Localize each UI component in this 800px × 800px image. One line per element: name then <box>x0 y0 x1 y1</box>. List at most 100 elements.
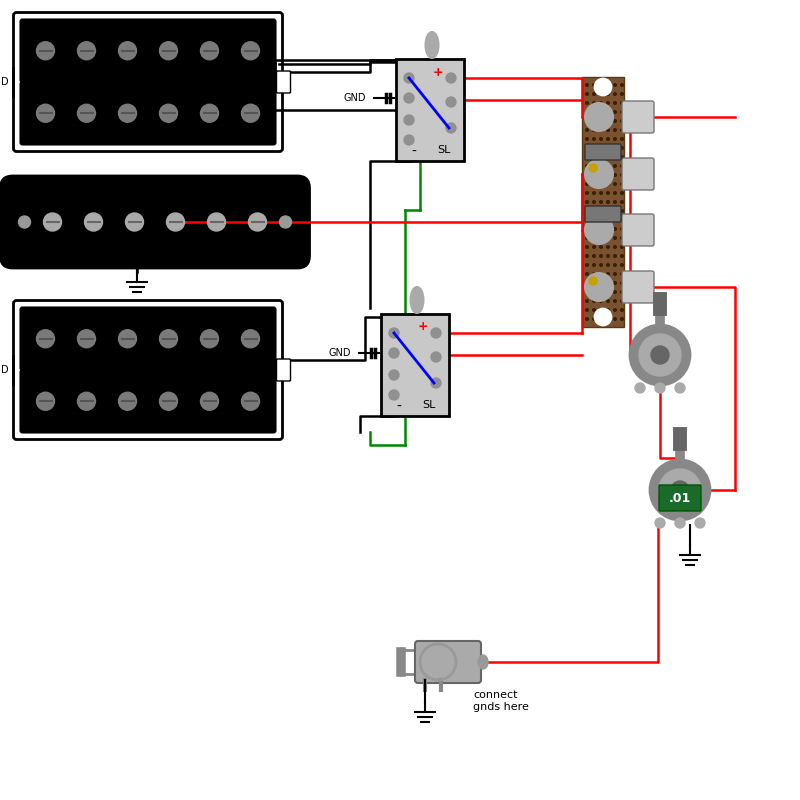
Circle shape <box>159 392 178 410</box>
Circle shape <box>586 120 588 122</box>
Circle shape <box>606 156 610 158</box>
Circle shape <box>159 42 178 60</box>
Circle shape <box>586 156 588 158</box>
Circle shape <box>639 334 681 376</box>
Circle shape <box>593 110 595 114</box>
Circle shape <box>655 518 665 528</box>
FancyBboxPatch shape <box>21 370 275 433</box>
Circle shape <box>159 330 178 348</box>
Circle shape <box>600 318 602 320</box>
Circle shape <box>600 300 602 302</box>
Circle shape <box>600 254 602 258</box>
Ellipse shape <box>478 655 488 669</box>
Circle shape <box>614 110 616 114</box>
Circle shape <box>614 218 616 222</box>
FancyBboxPatch shape <box>582 77 624 327</box>
Circle shape <box>126 213 143 231</box>
Circle shape <box>593 282 595 284</box>
Circle shape <box>595 309 611 325</box>
FancyBboxPatch shape <box>585 206 621 222</box>
Circle shape <box>446 123 456 133</box>
Circle shape <box>159 104 178 122</box>
Circle shape <box>621 192 623 194</box>
Circle shape <box>621 273 623 275</box>
Circle shape <box>675 518 685 528</box>
Circle shape <box>606 246 610 248</box>
Circle shape <box>589 277 597 285</box>
Circle shape <box>621 290 623 294</box>
Circle shape <box>593 237 595 239</box>
Circle shape <box>37 104 54 122</box>
Circle shape <box>600 84 602 86</box>
Circle shape <box>614 165 616 167</box>
Circle shape <box>586 237 588 239</box>
Circle shape <box>593 246 595 248</box>
FancyBboxPatch shape <box>277 359 290 381</box>
FancyBboxPatch shape <box>396 59 464 161</box>
Ellipse shape <box>426 32 438 58</box>
Circle shape <box>621 84 623 86</box>
Circle shape <box>621 165 623 167</box>
Circle shape <box>593 120 595 122</box>
Circle shape <box>606 318 610 320</box>
Circle shape <box>78 330 95 348</box>
Circle shape <box>614 120 616 122</box>
FancyBboxPatch shape <box>381 314 449 416</box>
Circle shape <box>600 138 602 140</box>
Circle shape <box>614 146 616 150</box>
FancyBboxPatch shape <box>622 271 654 303</box>
Circle shape <box>586 254 588 258</box>
Circle shape <box>621 218 623 222</box>
FancyBboxPatch shape <box>622 214 654 246</box>
Circle shape <box>600 309 602 311</box>
Circle shape <box>37 42 54 60</box>
Circle shape <box>600 218 602 222</box>
Circle shape <box>600 264 602 266</box>
Circle shape <box>600 237 602 239</box>
Text: GND: GND <box>329 348 351 358</box>
Circle shape <box>621 174 623 176</box>
Circle shape <box>614 246 616 248</box>
Circle shape <box>242 42 259 60</box>
Circle shape <box>614 84 616 86</box>
Circle shape <box>621 300 623 302</box>
Circle shape <box>593 138 595 140</box>
Circle shape <box>586 174 588 176</box>
Circle shape <box>621 210 623 212</box>
FancyBboxPatch shape <box>585 144 621 160</box>
FancyBboxPatch shape <box>14 301 282 439</box>
Circle shape <box>635 383 645 393</box>
Circle shape <box>621 110 623 114</box>
Circle shape <box>85 213 102 231</box>
Circle shape <box>606 290 610 294</box>
Circle shape <box>593 254 595 258</box>
Circle shape <box>600 290 602 294</box>
Circle shape <box>593 102 595 104</box>
Circle shape <box>118 42 137 60</box>
Circle shape <box>621 156 623 158</box>
Text: GND: GND <box>343 93 366 103</box>
Circle shape <box>606 146 610 150</box>
Circle shape <box>621 237 623 239</box>
Circle shape <box>404 115 414 125</box>
Text: -: - <box>397 400 402 414</box>
Circle shape <box>600 110 602 114</box>
Circle shape <box>593 182 595 186</box>
Circle shape <box>621 93 623 95</box>
Text: connect
gnds here: connect gnds here <box>473 690 529 712</box>
Circle shape <box>593 210 595 212</box>
Circle shape <box>201 104 218 122</box>
Circle shape <box>606 273 610 275</box>
Circle shape <box>593 290 595 294</box>
Circle shape <box>242 104 259 122</box>
Circle shape <box>586 84 588 86</box>
Circle shape <box>18 216 30 228</box>
Circle shape <box>614 182 616 186</box>
Circle shape <box>600 273 602 275</box>
Circle shape <box>593 156 595 158</box>
Circle shape <box>586 210 588 212</box>
Circle shape <box>606 102 610 104</box>
Circle shape <box>614 290 616 294</box>
Circle shape <box>589 164 597 172</box>
Circle shape <box>593 192 595 194</box>
